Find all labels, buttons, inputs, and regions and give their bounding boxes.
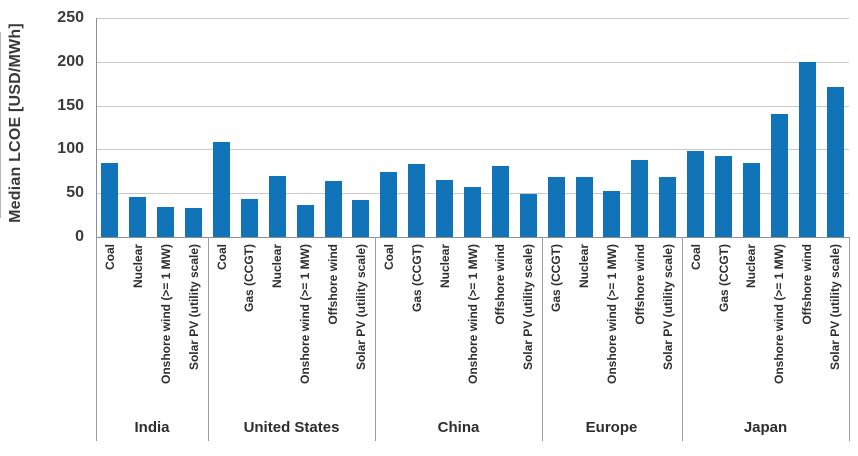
technology-label: Offshore wind <box>493 244 507 325</box>
bar <box>185 208 202 237</box>
technology-label: Offshore wind <box>326 244 340 325</box>
bar <box>380 172 397 237</box>
technology-label: Onshore wind (>= 1 MW) <box>159 244 173 385</box>
bar <box>408 164 425 237</box>
country-label: Europe <box>585 419 638 436</box>
y-axis-line <box>96 18 97 237</box>
technology-label: Nuclear <box>577 244 591 289</box>
bar <box>129 197 146 237</box>
y-tick-label: 250 <box>57 9 84 26</box>
technology-label: Solar PV (utility scale) <box>828 244 842 371</box>
gridline <box>96 149 849 150</box>
country-label: United States <box>243 419 340 436</box>
country-label: Japan <box>743 419 788 436</box>
bar <box>548 177 565 237</box>
bar <box>771 114 788 237</box>
y-tick-label: 50 <box>66 184 84 201</box>
technology-label: Coal <box>215 244 229 271</box>
group-divider <box>208 237 209 441</box>
technology-label: Nuclear <box>438 244 452 289</box>
technology-label: Nuclear <box>131 244 145 289</box>
y-tick-label: 200 <box>57 53 84 70</box>
bar <box>213 142 230 237</box>
group-divider <box>542 237 543 441</box>
bar <box>492 166 509 237</box>
country-label: India <box>134 419 170 436</box>
technology-label: Gas (CCGT) <box>717 244 731 313</box>
bar <box>297 205 314 237</box>
y-tick-label: 0 <box>75 228 84 245</box>
bar <box>603 191 620 237</box>
bar <box>352 200 369 237</box>
technology-label: Onshore wind (>= 1 MW) <box>298 244 312 385</box>
y-tick-label: 150 <box>57 97 84 114</box>
bar <box>687 151 704 237</box>
technology-label: Nuclear <box>270 244 284 289</box>
technology-label: Solar PV (utility scale) <box>661 244 675 371</box>
technology-label: Solar PV (utility scale) <box>354 244 368 371</box>
technology-label: Nuclear <box>744 244 758 289</box>
group-divider <box>96 237 97 441</box>
bar <box>799 62 816 237</box>
technology-label: Offshore wind <box>633 244 647 325</box>
bar <box>576 177 593 237</box>
technology-label: Solar PV (utility scale) <box>521 244 535 371</box>
group-divider <box>682 237 683 441</box>
group-divider <box>849 237 850 441</box>
gridline <box>96 62 849 63</box>
bar <box>715 156 732 237</box>
country-label: China <box>437 419 480 436</box>
bar <box>325 181 342 237</box>
technology-label: Gas (CCGT) <box>549 244 563 313</box>
y-axis-title: Median LCOE [USD/MWh] <box>7 23 24 223</box>
bar <box>241 199 258 237</box>
bar <box>464 187 481 237</box>
technology-label: Gas (CCGT) <box>242 244 256 313</box>
gridline <box>96 106 849 107</box>
technology-label: Coal <box>103 244 117 271</box>
bar <box>743 163 760 237</box>
bar <box>101 163 118 237</box>
technology-label: Onshore wind (>= 1 MW) <box>466 244 480 385</box>
bar <box>659 177 676 237</box>
technology-label: Coal <box>689 244 703 271</box>
x-axis-line <box>96 237 849 238</box>
y-tick-label: 100 <box>57 140 84 157</box>
technology-label: Coal <box>382 244 396 271</box>
bar <box>436 180 453 237</box>
bar <box>827 87 844 237</box>
bar <box>520 194 537 237</box>
gridline <box>96 18 849 19</box>
technology-label: Solar PV (utility scale) <box>187 244 201 371</box>
left-edge-line <box>0 32 1 218</box>
bar <box>631 160 648 237</box>
bar <box>269 176 286 237</box>
technology-label: Offshore wind <box>800 244 814 325</box>
group-divider <box>375 237 376 441</box>
technology-label: Onshore wind (>= 1 MW) <box>605 244 619 385</box>
bar <box>157 207 174 237</box>
technology-label: Gas (CCGT) <box>410 244 424 313</box>
technology-label: Onshore wind (>= 1 MW) <box>772 244 786 385</box>
